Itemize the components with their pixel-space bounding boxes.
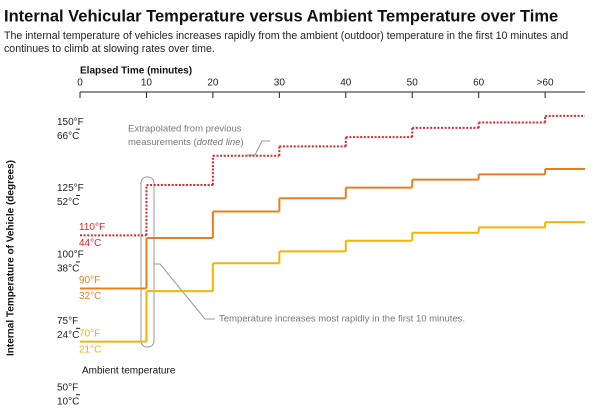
y-tick-label: 10°C — [57, 396, 79, 407]
x-tick-label: 30 — [274, 78, 286, 89]
y-tick-label: 75°F — [57, 316, 78, 327]
x-tick-label: >60 — [537, 78, 554, 89]
annotation: dotted line — [197, 137, 241, 148]
series-label: 32°C — [79, 291, 101, 302]
x-tick-label: 50 — [407, 78, 419, 89]
annotation: Ambient temperature — [82, 366, 176, 377]
y-tick-label: 125°F — [57, 183, 84, 194]
series-label: 44°C — [79, 238, 101, 249]
annotation: Temperature increases most rapidly in th… — [219, 314, 465, 325]
annotation: measurements ( — [128, 137, 197, 148]
highlight-box — [140, 176, 155, 348]
chart-title: Internal Vehicular Temperature versus Am… — [4, 7, 558, 25]
subtitle: continues to climb at slowing rates over… — [4, 43, 215, 55]
series-label: 21°C — [79, 344, 101, 355]
annotation: measurements (dotted line) — [128, 137, 244, 148]
y-tick-label: 100°F — [57, 250, 84, 261]
series-label: 90°F — [79, 275, 100, 286]
subtitle: The internal temperature of vehicles inc… — [4, 30, 568, 42]
x-tick-label: 20 — [207, 78, 219, 89]
y-tick-label: 24°C — [57, 330, 79, 341]
x-tick-label: 0 — [77, 78, 83, 89]
series-label: 110°F — [79, 222, 105, 233]
y-tick-label: 38°C — [57, 264, 79, 275]
y-tick-label: 66°C — [57, 131, 79, 142]
x-tick-label: 10 — [141, 78, 153, 89]
y-axis-label: Internal Temperature of Vehicle (degrees… — [6, 160, 17, 356]
annotation: ) — [240, 137, 243, 148]
series-label: 70°F — [79, 328, 100, 339]
x-axis-label: Elapsed Time (minutes) — [80, 66, 192, 77]
leader-line — [247, 140, 270, 156]
y-tick-label: 50°F — [57, 382, 78, 393]
x-tick-label: 60 — [473, 78, 485, 89]
y-tick-label: 52°C — [57, 197, 79, 208]
annotation: Extrapolated from previous — [128, 124, 242, 135]
x-tick-label: 40 — [340, 78, 352, 89]
y-tick-label: 150°F — [57, 117, 84, 128]
